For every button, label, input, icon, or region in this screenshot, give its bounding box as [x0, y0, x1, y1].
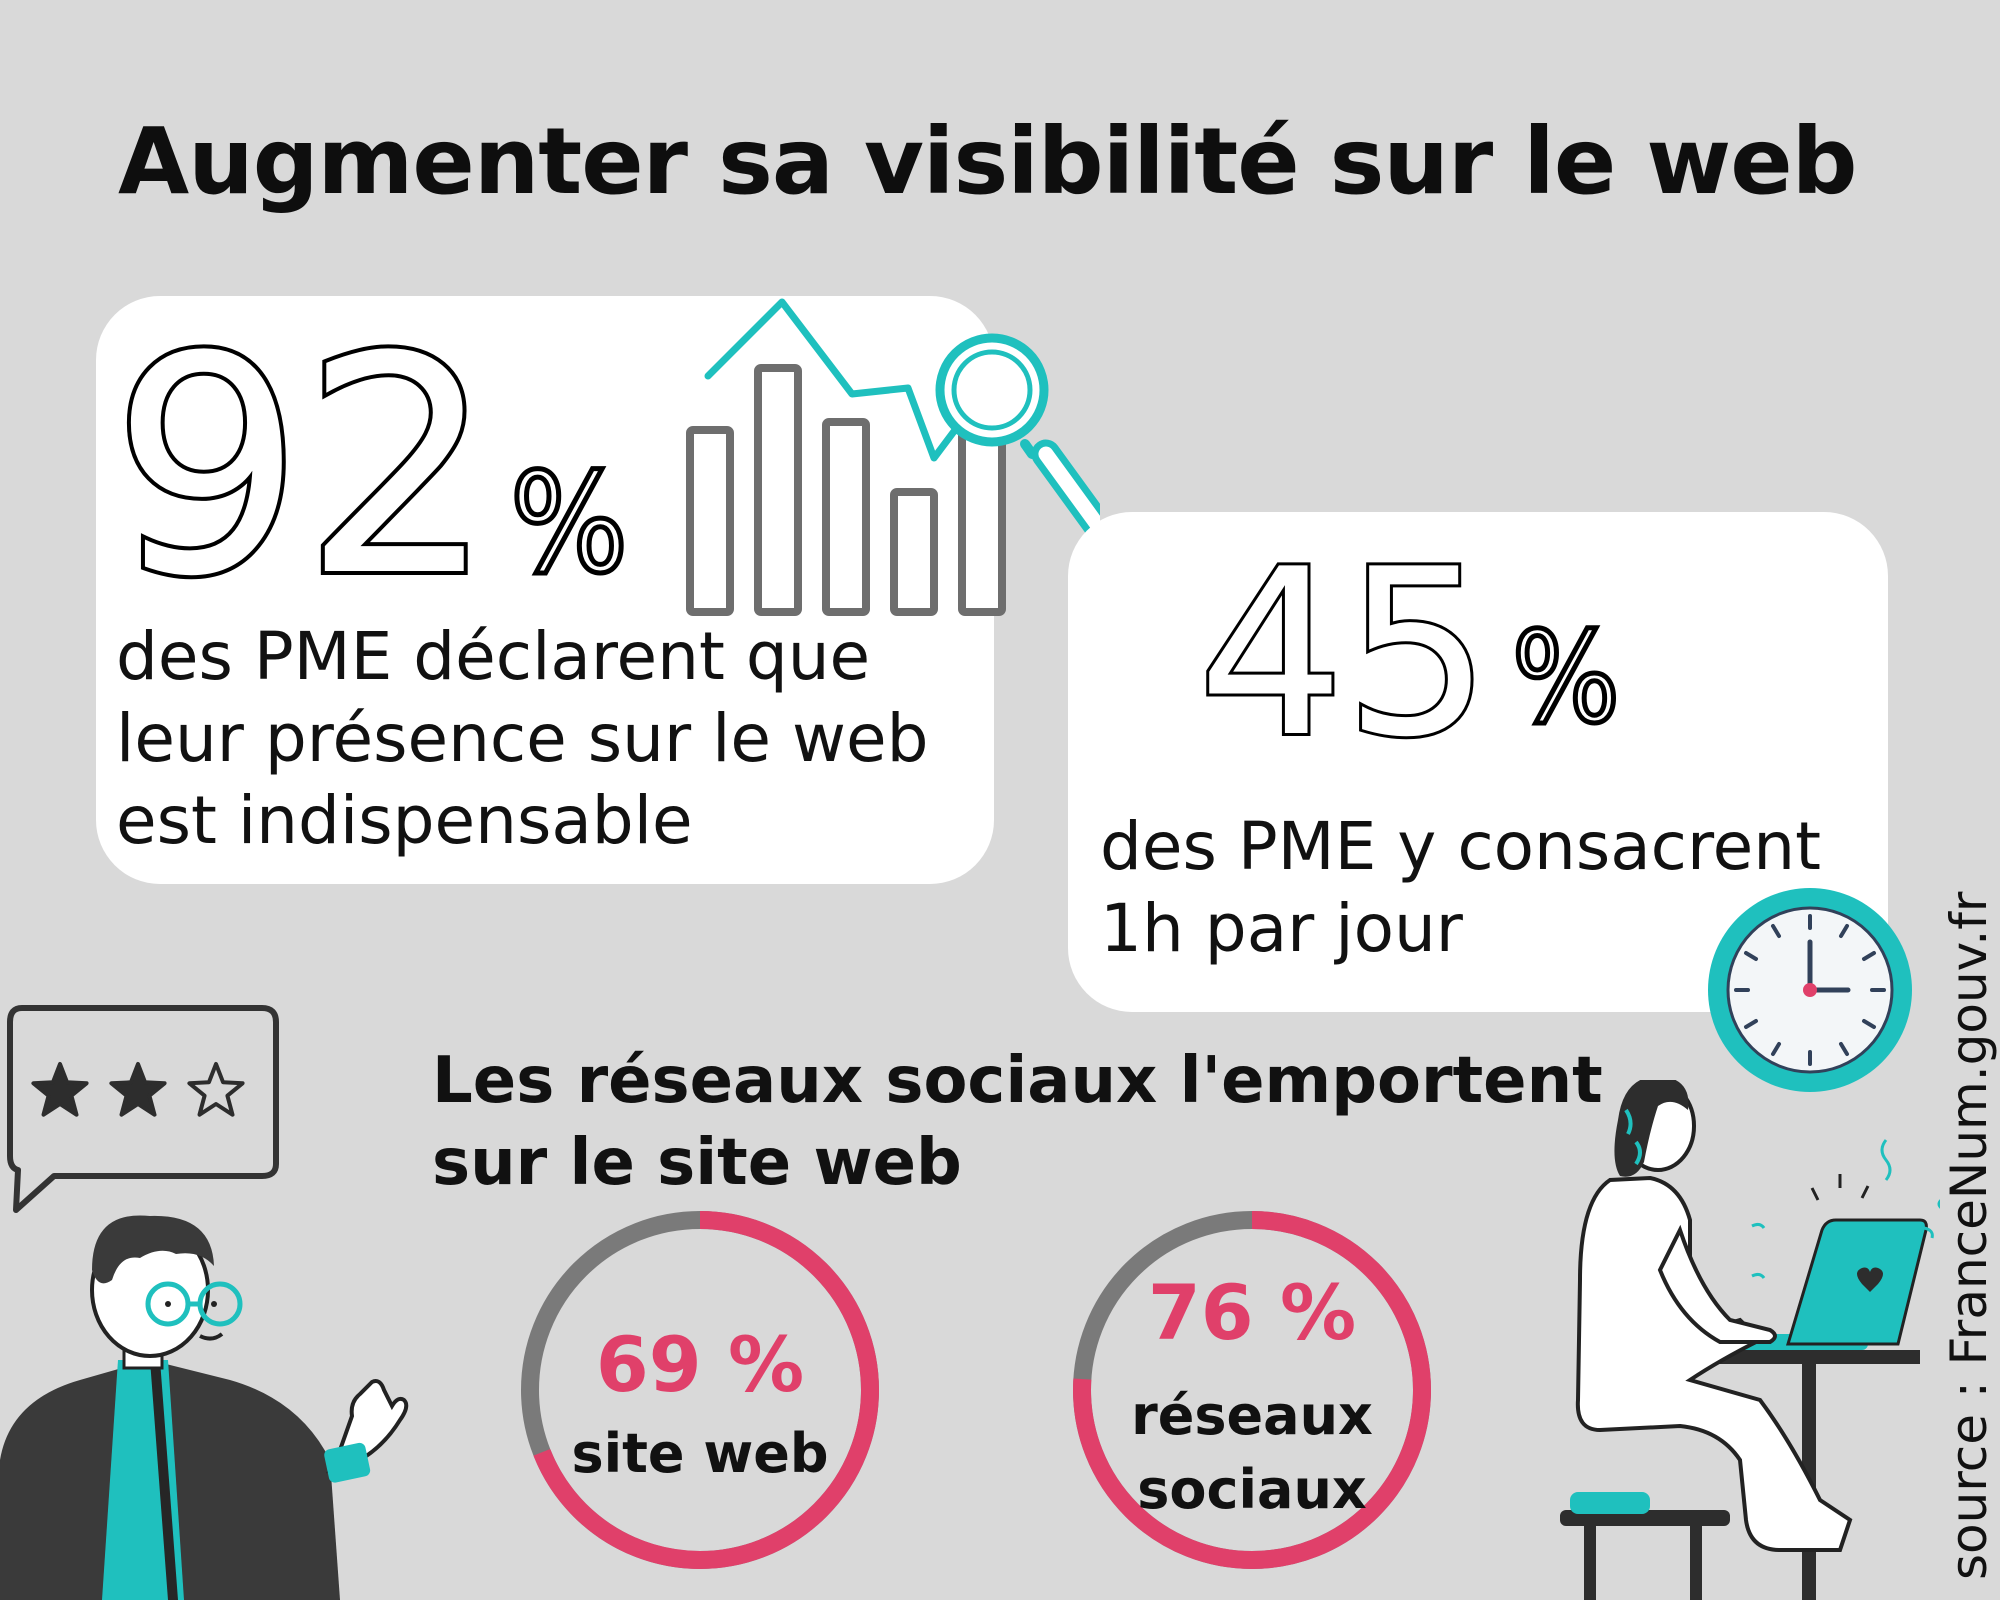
- bar: [754, 364, 802, 616]
- stat-description-line: des PME y consacrent: [1100, 808, 1821, 885]
- ring-progress: [521, 1211, 879, 1569]
- star-icon: [187, 1062, 245, 1117]
- man-illustration: [0, 1215, 409, 1600]
- ring-label-reseaux-sociaux: 76 % réseaux sociaux: [1062, 1268, 1442, 1527]
- woman-laptop-illustration: [1560, 1080, 1940, 1600]
- donut-ring-reseaux-sociaux: [1073, 1211, 1431, 1569]
- bar: [822, 418, 870, 616]
- stat-description: des PME y consacrent 1h par jour: [1100, 806, 1880, 970]
- ring-percent: 69 %: [595, 1320, 805, 1409]
- stat-number-45: 45: [1195, 521, 1494, 788]
- donut-ring-site-web: [521, 1211, 879, 1569]
- stat-number-92: 92: [108, 293, 498, 642]
- bar: [686, 426, 734, 616]
- stat-description-line: 1h par jour: [1100, 890, 1463, 967]
- bar-chart-icon: [686, 364, 1006, 616]
- trend-line-icon: [704, 298, 974, 462]
- ring-caption: sociaux: [1137, 1458, 1367, 1521]
- analytics-illustration: [686, 298, 1100, 616]
- ring-caption: site web: [571, 1422, 829, 1485]
- source-credit: source : FranceNum.gouv.fr: [1940, 891, 1998, 1580]
- section-subtitle: Les réseaux sociaux l'emportent sur le s…: [432, 1040, 1603, 1204]
- stat-percent-symbol: %: [1510, 604, 1623, 751]
- ring-label-site-web: 69 % site web: [510, 1320, 890, 1491]
- stat-description-line: leur présence sur le web: [116, 700, 929, 777]
- magnifier-icon: [935, 333, 1100, 539]
- stat-description-line: des PME déclarent que: [116, 618, 871, 695]
- rating-stars: [31, 1062, 245, 1117]
- section-subtitle-line: Les réseaux sociaux l'emportent: [432, 1044, 1603, 1118]
- section-subtitle-line: sur le site web: [432, 1126, 962, 1200]
- ring-percent: 76 %: [1147, 1268, 1357, 1357]
- bar: [890, 488, 938, 616]
- star-icon: [31, 1062, 89, 1117]
- stat-description: des PME déclarent que leur présence sur …: [116, 616, 996, 862]
- clock-icon: [1708, 888, 1912, 1092]
- stat-description-line: est indispensable: [116, 782, 693, 859]
- page-title: Augmenter sa visibilité sur le web: [118, 108, 1857, 215]
- ring-progress: [1073, 1211, 1431, 1569]
- ring-caption: réseaux: [1131, 1384, 1373, 1447]
- speech-bubble-icon: [7, 1005, 279, 1213]
- star-icon: [109, 1062, 167, 1117]
- stat-percent-symbol: %: [508, 443, 631, 604]
